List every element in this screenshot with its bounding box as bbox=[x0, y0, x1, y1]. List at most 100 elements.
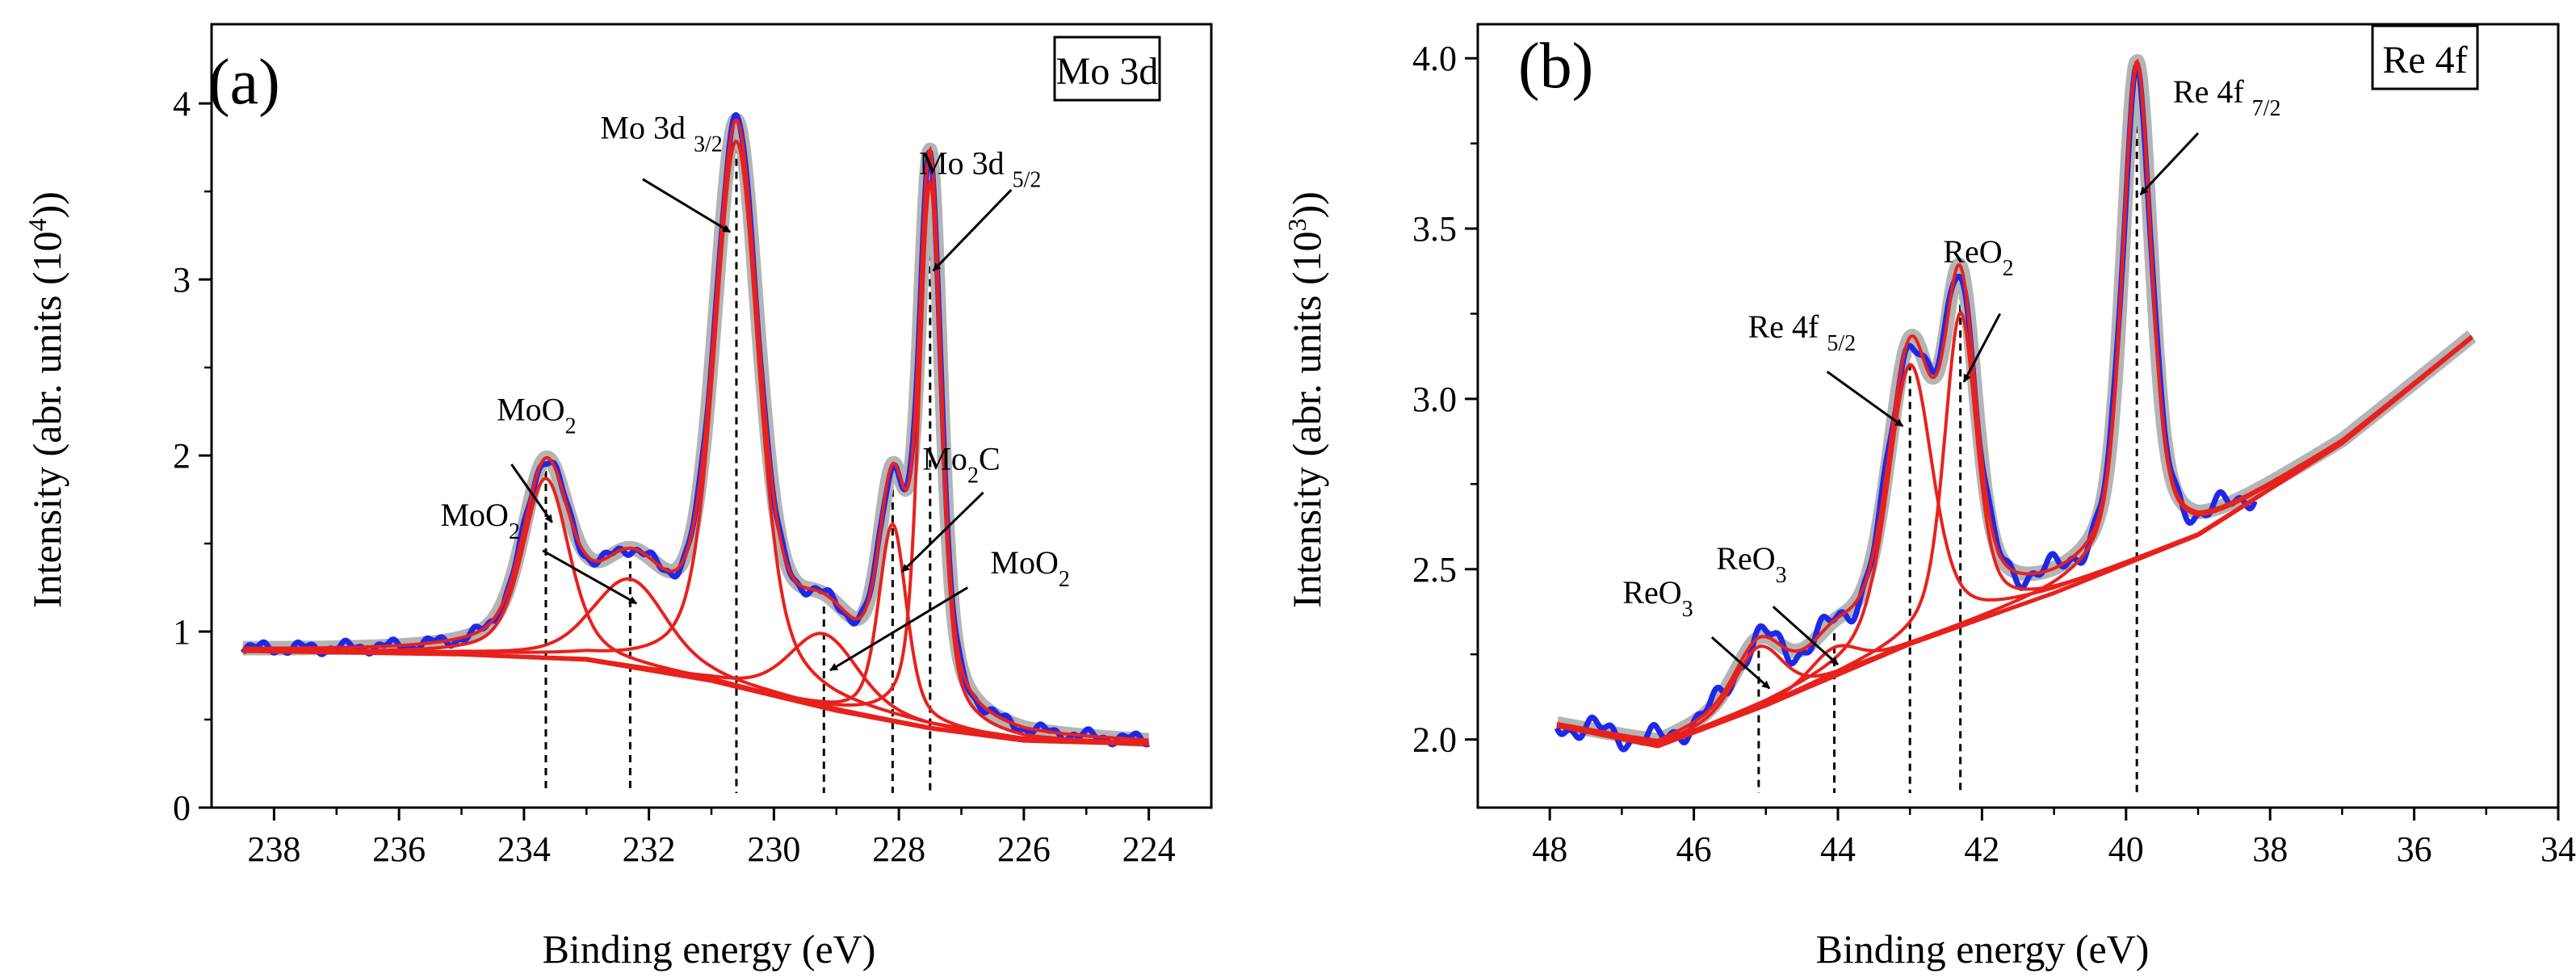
panel-b-ylabel-exp: 3 bbox=[1282, 218, 1311, 231]
panel-a-annotation-label: MoO2 bbox=[497, 391, 576, 439]
panel-b-y-tick-label: 2.0 bbox=[1412, 720, 1457, 760]
panel-a-x-tick-label: 226 bbox=[997, 829, 1051, 869]
panel-b-envelope-gray bbox=[1550, 53, 2478, 748]
panel-b-x-tick-label: 38 bbox=[2252, 829, 2288, 869]
annotation-subscript: 5/2 bbox=[1013, 167, 1042, 192]
panel-b-legend-label: Re 4f bbox=[2382, 39, 2467, 82]
panel-a-x-tick-label: 228 bbox=[872, 829, 925, 869]
panel-a-annotation-label: Mo 3d 3/2 bbox=[600, 110, 722, 157]
annotation-name: MoO bbox=[440, 497, 508, 533]
panel-b-x-axis-label: Binding energy (eV) bbox=[1816, 926, 2150, 972]
panel-a-annotation-arrow bbox=[542, 549, 638, 605]
svg-text:Intensity (abr. units (104)): Intensity (abr. units (104)) bbox=[23, 191, 69, 608]
annotation-subscript: 2 bbox=[565, 413, 577, 439]
panel-b-plot-frame bbox=[1476, 23, 2560, 809]
panel-b-y-tick-label: 3.0 bbox=[1412, 380, 1457, 419]
panel-b-fit-component bbox=[1556, 63, 2473, 748]
panel-a-x-tick-label: 230 bbox=[747, 829, 800, 869]
panel-b-label: (b) bbox=[1518, 31, 1593, 102]
panel-a-y-tick-label: 2 bbox=[173, 436, 191, 476]
panel-a-y-axis-label: Intensity (abr. units (104)) bbox=[23, 191, 69, 608]
panel-a-annotation-label: MoO2 bbox=[440, 497, 519, 544]
panel-b-legend-box bbox=[2371, 24, 2479, 90]
panel-b-y-tick-label: 3.5 bbox=[1412, 209, 1457, 249]
panel-a-annotation-label: Mo 3d 5/2 bbox=[919, 145, 1041, 192]
annotation-name: MoO bbox=[990, 544, 1058, 581]
panel-b-ylabel-suffix: )) bbox=[1284, 191, 1329, 218]
annotation-name: ReO bbox=[1622, 574, 1681, 611]
panel-a-x-tick-label: 234 bbox=[497, 829, 551, 869]
annotation-suffix: C bbox=[979, 440, 1001, 476]
panel-a-legend-label: Mo 3d bbox=[1056, 50, 1159, 93]
panel-a-annotation-arrow bbox=[829, 586, 969, 672]
panel-a-y-tick-label: 0 bbox=[173, 788, 191, 828]
annotation-subscript: 5/2 bbox=[1827, 331, 1856, 356]
panel-a-ylabel-suffix: )) bbox=[24, 191, 69, 218]
panel-b-x-tick-label: 40 bbox=[2108, 829, 2144, 869]
panel-mo3d: Intensity (abr. units (104)) Binding ene… bbox=[23, 23, 1213, 972]
annotation-name: ReO bbox=[1943, 233, 2002, 270]
svg-text:Intensity (abr. units (103)): Intensity (abr. units (103)) bbox=[1282, 191, 1329, 608]
annotation-subscript: 3/2 bbox=[694, 132, 723, 157]
panel-b-x-tick-label: 44 bbox=[1820, 829, 1856, 869]
panel-a-y-tick-label: 4 bbox=[173, 84, 191, 124]
panel-a-x-tick-label: 236 bbox=[372, 829, 426, 869]
panel-a-annotation-arrow bbox=[642, 178, 732, 233]
panel-a-label: (a) bbox=[208, 47, 280, 118]
annotation-name: ReO bbox=[1716, 540, 1775, 577]
panel-b-y-tick-label: 4.0 bbox=[1412, 39, 1457, 78]
panel-a-ylabel-prefix: Intensity (abr. units (10 bbox=[24, 231, 69, 608]
panel-b-annotation-arrow bbox=[1962, 313, 2002, 383]
annotation-subscript: 2 bbox=[509, 519, 520, 544]
panel-re4f: Intensity (abr. units (103)) Binding ene… bbox=[1282, 23, 2576, 972]
annotation-subscript: 2 bbox=[967, 463, 979, 488]
panel-a-y-tick-label: 1 bbox=[173, 612, 191, 652]
panel-a-annotation-arrow bbox=[510, 464, 553, 523]
panel-b-annotation-label: ReO3 bbox=[1622, 574, 1693, 622]
panel-b-fit-component bbox=[1556, 310, 2473, 748]
panel-b-annotation-label: ReO2 bbox=[1943, 233, 2013, 281]
annotation-subscript: 7/2 bbox=[2252, 96, 2281, 121]
annotation-name: Mo 3d bbox=[919, 145, 1013, 181]
annotation-subscript: 3 bbox=[1682, 596, 1693, 621]
panel-b-annotation-arrow bbox=[1710, 636, 1771, 690]
panel-b-annotation-label: Re 4f 7/2 bbox=[2173, 73, 2281, 121]
panel-a-x-tick-label: 238 bbox=[247, 829, 300, 869]
panel-b-annotation-label: Re 4f 5/2 bbox=[1748, 309, 1856, 356]
panel-b-x-tick-label: 48 bbox=[1532, 829, 1567, 869]
annotation-name: Re 4f bbox=[1748, 309, 1827, 345]
annotation-name: MoO bbox=[497, 391, 564, 427]
panel-b-fit-component bbox=[1556, 336, 2473, 746]
panel-b-x-tick-label: 36 bbox=[2397, 829, 2432, 869]
panel-a-fit-envelope bbox=[242, 118, 1149, 742]
panel-b-background-line bbox=[1556, 336, 2473, 749]
annotation-name: Mo bbox=[922, 440, 967, 476]
panel-b-fit-component bbox=[1556, 336, 2473, 745]
panel-b-y-tick-label: 2.5 bbox=[1412, 550, 1457, 590]
panel-a-ylabel-exp: 4 bbox=[23, 218, 52, 231]
panel-a-fit-component bbox=[242, 177, 1149, 745]
panel-b-annotation-arrow bbox=[2139, 132, 2200, 195]
panel-b-y-axis-label: Intensity (abr. units (103)) bbox=[1282, 191, 1329, 608]
panel-a-annotation-arrow bbox=[932, 188, 1013, 272]
panel-b-x-tick-label: 34 bbox=[2540, 829, 2576, 869]
panel-b-annotation-arrow bbox=[1826, 370, 1904, 427]
annotation-subscript: 2 bbox=[1059, 567, 1070, 592]
panel-b-fit-component bbox=[1556, 336, 2473, 748]
panel-a-x-tick-label: 224 bbox=[1122, 829, 1176, 869]
panel-b-annotation-label: ReO3 bbox=[1716, 540, 1786, 588]
panel-a-plot-frame bbox=[210, 23, 1213, 809]
annotation-subscript: 2 bbox=[2003, 256, 2014, 281]
panel-a-annotation-label: Mo2C bbox=[922, 440, 1000, 488]
annotation-name: Re 4f bbox=[2173, 73, 2252, 110]
panel-a-x-axis-label: Binding energy (eV) bbox=[543, 926, 876, 972]
panel-b-x-tick-label: 46 bbox=[1676, 829, 1712, 869]
annotation-name: Mo 3d bbox=[600, 110, 694, 146]
panel-a-x-tick-label: 232 bbox=[623, 829, 676, 869]
panel-a-annotation-arrow bbox=[900, 491, 984, 573]
panel-b-x-tick-label: 42 bbox=[1964, 829, 1999, 869]
panel-b-ylabel-prefix: Intensity (abr. units (10 bbox=[1284, 231, 1329, 608]
panel-a-y-tick-label: 3 bbox=[173, 260, 191, 300]
panel-b-annotation-arrow bbox=[1772, 606, 1839, 665]
